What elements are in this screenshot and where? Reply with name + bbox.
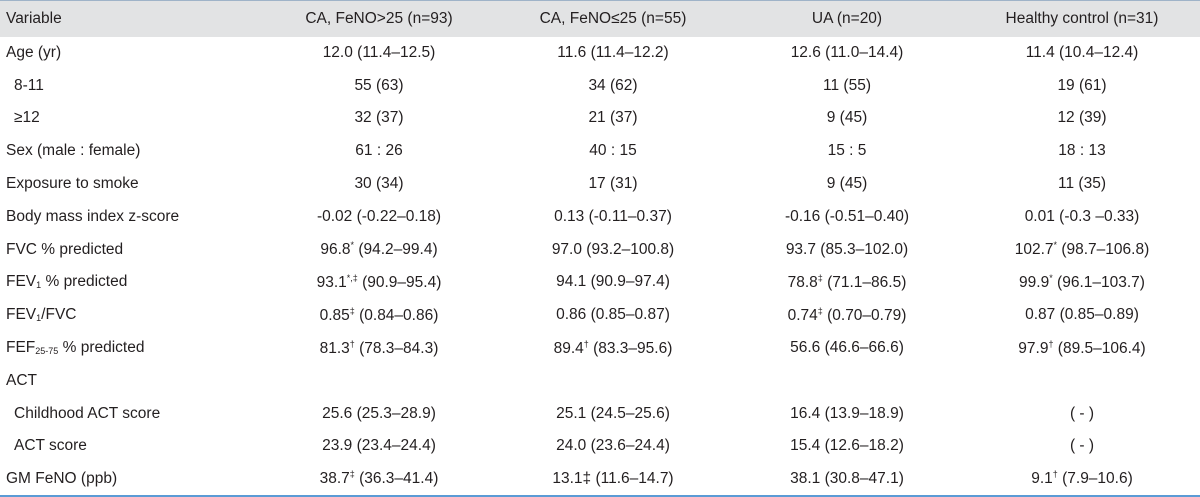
- header-ua: UA (n=20): [730, 0, 964, 37]
- cell: 12.6 (11.0–14.4): [790, 43, 904, 61]
- table-row: ACT: [0, 364, 1200, 397]
- cell: 78.8‡ (71.1–86.5): [787, 272, 907, 291]
- cell: 0.74‡ (0.70–0.79): [787, 305, 907, 324]
- cell: 93.7 (85.3–102.0): [785, 240, 909, 258]
- cell: 11 (35): [1058, 175, 1106, 193]
- cell: 102.7* (98.7–106.8): [1014, 240, 1150, 259]
- table-row: FEV1/FVC 0.85‡ (0.84–0.86) 0.86 (0.85–0.…: [0, 299, 1200, 332]
- cell: 23.9 (23.4–24.4): [322, 437, 436, 455]
- row-label: FVC % predicted: [6, 240, 124, 258]
- table-row: ≥12 32 (37) 21 (37) 9 (45) 12 (39): [0, 102, 1200, 135]
- cell: ( - ): [1069, 404, 1095, 422]
- row-label: Exposure to smoke: [6, 175, 139, 193]
- table-row: FEV1 % predicted 93.1*,‡ (90.9–95.4) 94.…: [0, 266, 1200, 299]
- cell: 9 (45): [826, 175, 868, 193]
- table-row: FVC % predicted 96.8* (94.2–99.4) 97.0 (…: [0, 233, 1200, 266]
- cell: 21 (37): [588, 109, 638, 127]
- table-row: Body mass index z-score -0.02 (-0.22–0.1…: [0, 200, 1200, 233]
- row-label: Body mass index z-score: [6, 207, 180, 225]
- row-label: GM FeNO (ppb): [0, 462, 262, 497]
- table-row: Sex (male : female) 61 : 26 40 : 15 15 :…: [0, 135, 1200, 168]
- cell: -0.02 (-0.22–0.18): [316, 207, 442, 225]
- cell: 97.0 (93.2–100.8): [551, 240, 675, 258]
- cell: [262, 364, 496, 397]
- cell: ( - ): [1069, 437, 1095, 455]
- cell: 38.7‡ (36.3–41.4): [262, 462, 496, 497]
- table-row: Childhood ACT score 25.6 (25.3–28.9) 25.…: [0, 397, 1200, 430]
- table-row: 8-11 55 (63) 34 (62) 11 (55) 19 (61): [0, 69, 1200, 102]
- row-label: Sex (male : female): [6, 142, 141, 160]
- cell: 25.6 (25.3–28.9): [322, 404, 436, 422]
- cell: 24.0 (23.6–24.4): [556, 437, 670, 455]
- row-label: ACT score: [14, 437, 87, 455]
- cell: 32 (37): [354, 109, 404, 127]
- header-ca-high: CA, FeNO>25 (n=93): [262, 0, 496, 37]
- cell: 9.1† (7.9–10.6): [964, 462, 1200, 497]
- cell: 94.1 (90.9–97.4): [556, 273, 670, 291]
- cell: 0.85‡ (0.84–0.86): [319, 305, 439, 324]
- cell: 17 (31): [588, 175, 638, 193]
- row-label: FEF25-75 % predicted: [6, 339, 145, 357]
- cell: 18 : 13: [1058, 142, 1106, 160]
- cell: 19 (61): [1057, 76, 1107, 94]
- cell: 30 (34): [354, 175, 404, 193]
- cell: 61 : 26: [355, 142, 403, 160]
- row-label: ACT: [6, 371, 37, 389]
- cell: 0.87 (0.85–0.89): [1025, 306, 1139, 324]
- cell: 99.9* (96.1–103.7): [1019, 272, 1145, 291]
- table-row: Exposure to smoke 30 (34) 17 (31) 9 (45)…: [0, 168, 1200, 201]
- table-row: GM FeNO (ppb) 38.7‡ (36.3–41.4) 13.1‡ (1…: [0, 462, 1200, 497]
- cell: 16.4 (13.9–18.9): [790, 404, 904, 422]
- cell: 25.1 (24.5–25.6): [556, 404, 670, 422]
- row-label: FEV1 % predicted: [6, 273, 128, 291]
- cell: 0.01 (-0.3 –0.33): [1024, 207, 1140, 225]
- cell: 9 (45): [826, 109, 868, 127]
- cell: -0.16 (-0.51–0.40): [784, 207, 910, 225]
- cell: [496, 364, 730, 397]
- cell: 15.4 (12.6–18.2): [790, 437, 904, 455]
- cell: 0.86 (0.85–0.87): [556, 306, 670, 324]
- row-label: Age (yr): [6, 43, 62, 61]
- row-label: Childhood ACT score: [14, 404, 161, 422]
- header-ca-low: CA, FeNO≤25 (n=55): [496, 0, 730, 37]
- row-label: 8-11: [14, 76, 44, 94]
- cell: 12 (39): [1057, 109, 1107, 127]
- cell: 34 (62): [588, 76, 638, 94]
- cell: 97.9† (89.5–106.4): [1018, 338, 1146, 357]
- cell: 93.1*,‡ (90.9–95.4): [316, 272, 442, 291]
- cell: 81.3† (78.3–84.3): [319, 338, 439, 357]
- table-row: ACT score 23.9 (23.4–24.4) 24.0 (23.6–24…: [0, 430, 1200, 463]
- row-label: FEV1/FVC: [6, 306, 77, 324]
- header-variable: Variable: [0, 0, 262, 37]
- cell: 56.6 (46.6–66.6): [790, 339, 904, 357]
- cell: 89.4† (83.3–95.6): [553, 338, 673, 357]
- cell: 96.8* (94.2–99.4): [320, 240, 438, 259]
- row-label: ≥12: [14, 109, 40, 127]
- cell: 12.0 (11.4–12.5): [322, 43, 436, 61]
- cell: 11.6 (11.4–12.2): [557, 43, 669, 61]
- cell: 11.4 (10.4–12.4): [1025, 43, 1139, 61]
- cell: 55 (63): [354, 76, 404, 94]
- cell: 38.1 (30.8–47.1): [730, 462, 964, 497]
- header-row: Variable CA, FeNO>25 (n=93) CA, FeNO≤25 …: [0, 0, 1200, 37]
- cell: [964, 364, 1200, 397]
- cell: 11 (55): [823, 76, 871, 94]
- cell: [730, 364, 964, 397]
- cell: 13.1‡ (11.6–14.7): [496, 462, 730, 497]
- table-row: FEF25-75 % predicted 81.3† (78.3–84.3) 8…: [0, 332, 1200, 365]
- table-row: Age (yr) 12.0 (11.4–12.5) 11.6 (11.4–12.…: [0, 37, 1200, 70]
- cell: 0.13 (-0.11–0.37): [554, 207, 672, 225]
- cell: 15 : 5: [827, 142, 867, 160]
- header-healthy: Healthy control (n=31): [964, 0, 1200, 37]
- cell: 40 : 15: [589, 142, 637, 160]
